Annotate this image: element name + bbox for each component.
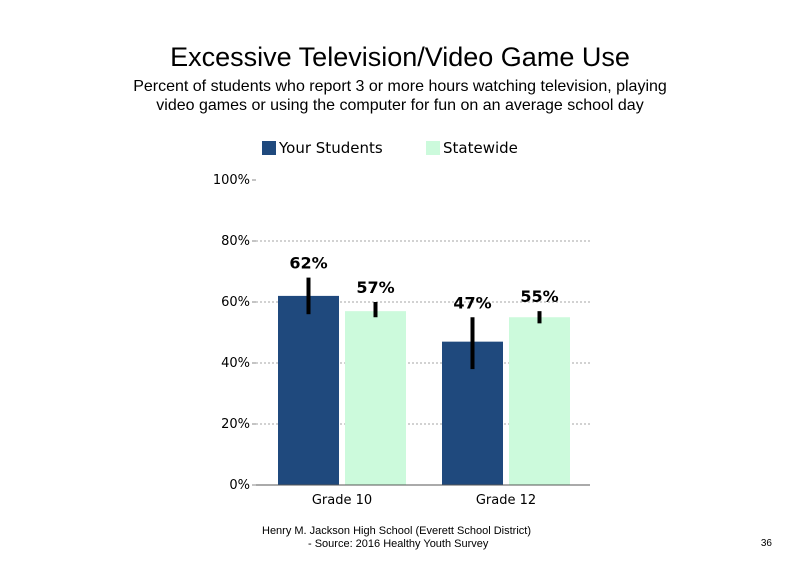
legend-swatch-your-students <box>262 141 276 155</box>
data-label-your-students-grade-12: 47% <box>453 293 491 312</box>
y-tick-label-0: 0% <box>229 478 250 493</box>
y-tick-label-40: 40% <box>221 356 250 371</box>
y-tick-label-80: 80% <box>221 234 250 249</box>
data-label-your-students-grade-10: 62% <box>289 254 327 273</box>
data-label-statewide-grade-10: 57% <box>356 278 394 297</box>
legend-label-statewide: Statewide <box>443 139 518 157</box>
x-tick-label-grade-10: Grade 10 <box>312 493 372 508</box>
legend-swatch-statewide <box>426 141 440 155</box>
y-tick-label-100: 100% <box>213 173 250 188</box>
x-tick-label-grade-12: Grade 12 <box>476 493 536 508</box>
bar-your-students-grade-10 <box>278 295 339 485</box>
page-number: 36 <box>760 538 772 549</box>
legend-label-your-students: Your Students <box>279 139 383 157</box>
footer-line-source: - Source: 2016 Healthy Youth Survey <box>308 538 489 550</box>
footer-line-school: Henry M. Jackson High School (Everett Sc… <box>262 525 531 537</box>
chart-subtitle: Percent of students who report 3 or more… <box>133 78 667 114</box>
y-tick-label-20: 20% <box>221 417 250 432</box>
footer-source: Henry M. Jackson High School (Everett Sc… <box>262 525 552 551</box>
chart-title: Excessive Television/Video Game Use <box>170 42 630 72</box>
y-tick-label-60: 60% <box>221 295 250 310</box>
bar-statewide-grade-10 <box>345 311 406 485</box>
data-label-statewide-grade-12: 55% <box>520 287 558 306</box>
bar-statewide-grade-12 <box>509 317 570 485</box>
